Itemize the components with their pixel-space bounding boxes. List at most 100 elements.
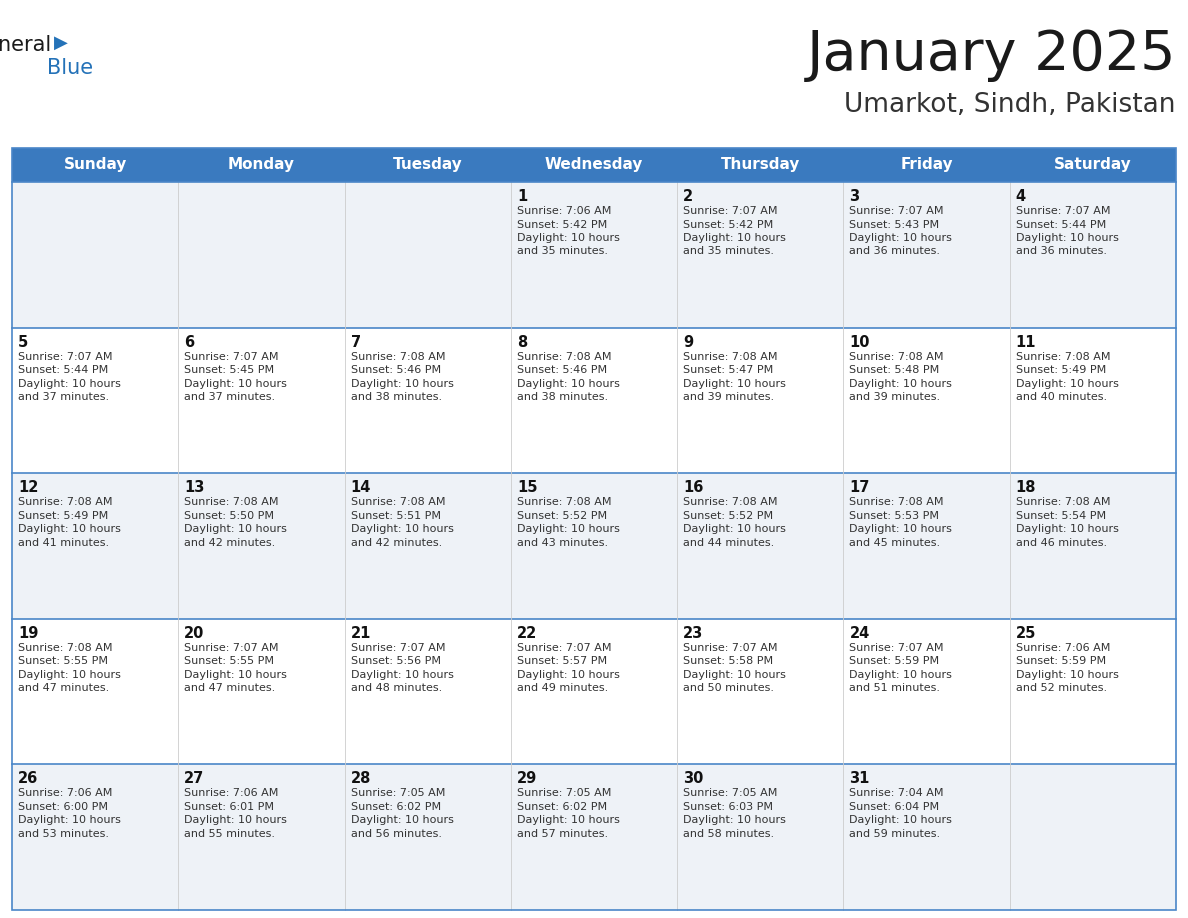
Text: 22: 22	[517, 626, 537, 641]
Text: Sunrise: 7:08 AM: Sunrise: 7:08 AM	[18, 643, 113, 653]
Bar	[12, 473, 1176, 619]
Text: Sunset: 5:53 PM: Sunset: 5:53 PM	[849, 510, 940, 521]
Text: Daylight: 10 hours: Daylight: 10 hours	[683, 815, 786, 825]
Bar	[12, 619, 1176, 765]
Text: and 36 minutes.: and 36 minutes.	[1016, 247, 1107, 256]
Text: Daylight: 10 hours: Daylight: 10 hours	[350, 815, 454, 825]
Text: Sunset: 5:51 PM: Sunset: 5:51 PM	[350, 510, 441, 521]
Text: 19: 19	[18, 626, 38, 641]
Text: Sunrise: 7:08 AM: Sunrise: 7:08 AM	[517, 352, 612, 362]
Text: 1: 1	[517, 189, 527, 204]
Text: Daylight: 10 hours: Daylight: 10 hours	[184, 670, 287, 680]
Text: Sunset: 5:46 PM: Sunset: 5:46 PM	[517, 365, 607, 375]
Text: Sunset: 5:54 PM: Sunset: 5:54 PM	[1016, 510, 1106, 521]
Text: 23: 23	[683, 626, 703, 641]
Text: Sunrise: 7:07 AM: Sunrise: 7:07 AM	[683, 643, 778, 653]
Text: 12: 12	[18, 480, 38, 495]
Text: Sunset: 5:52 PM: Sunset: 5:52 PM	[683, 510, 773, 521]
Text: Sunset: 5:52 PM: Sunset: 5:52 PM	[517, 510, 607, 521]
Text: Daylight: 10 hours: Daylight: 10 hours	[1016, 378, 1119, 388]
Text: 24: 24	[849, 626, 870, 641]
Text: January 2025: January 2025	[807, 28, 1176, 82]
Text: Sunrise: 7:07 AM: Sunrise: 7:07 AM	[683, 206, 778, 216]
Text: Sunrise: 7:05 AM: Sunrise: 7:05 AM	[683, 789, 777, 799]
Text: and 38 minutes.: and 38 minutes.	[350, 392, 442, 402]
Text: 31: 31	[849, 771, 870, 787]
Text: 30: 30	[683, 771, 703, 787]
Text: Sunrise: 7:08 AM: Sunrise: 7:08 AM	[517, 498, 612, 508]
Text: Sunrise: 7:07 AM: Sunrise: 7:07 AM	[184, 352, 279, 362]
Text: Daylight: 10 hours: Daylight: 10 hours	[849, 524, 953, 534]
Text: and 57 minutes.: and 57 minutes.	[517, 829, 608, 839]
Text: and 51 minutes.: and 51 minutes.	[849, 683, 941, 693]
Text: Sunset: 5:58 PM: Sunset: 5:58 PM	[683, 656, 773, 666]
Text: Sunrise: 7:08 AM: Sunrise: 7:08 AM	[1016, 352, 1111, 362]
Text: Sunset: 5:44 PM: Sunset: 5:44 PM	[1016, 219, 1106, 230]
Bar	[12, 765, 1176, 910]
Text: Sunset: 5:59 PM: Sunset: 5:59 PM	[1016, 656, 1106, 666]
Text: 2: 2	[683, 189, 694, 204]
Text: Sunrise: 7:07 AM: Sunrise: 7:07 AM	[184, 643, 279, 653]
Text: and 37 minutes.: and 37 minutes.	[18, 392, 109, 402]
Text: Daylight: 10 hours: Daylight: 10 hours	[18, 670, 121, 680]
Text: 13: 13	[184, 480, 204, 495]
Text: Daylight: 10 hours: Daylight: 10 hours	[18, 524, 121, 534]
Text: 8: 8	[517, 334, 527, 350]
Text: Daylight: 10 hours: Daylight: 10 hours	[517, 670, 620, 680]
Text: Daylight: 10 hours: Daylight: 10 hours	[517, 378, 620, 388]
Text: Sunrise: 7:08 AM: Sunrise: 7:08 AM	[683, 352, 778, 362]
Text: Sunrise: 7:08 AM: Sunrise: 7:08 AM	[350, 498, 446, 508]
Text: Sunrise: 7:06 AM: Sunrise: 7:06 AM	[184, 789, 279, 799]
Text: and 42 minutes.: and 42 minutes.	[350, 538, 442, 548]
Text: Thursday: Thursday	[721, 158, 800, 173]
Text: and 44 minutes.: and 44 minutes.	[683, 538, 775, 548]
Text: General: General	[0, 35, 52, 55]
Text: 9: 9	[683, 334, 694, 350]
Text: 17: 17	[849, 480, 870, 495]
Text: and 39 minutes.: and 39 minutes.	[683, 392, 775, 402]
Text: Sunset: 5:49 PM: Sunset: 5:49 PM	[18, 510, 108, 521]
Text: Daylight: 10 hours: Daylight: 10 hours	[683, 670, 786, 680]
Text: Daylight: 10 hours: Daylight: 10 hours	[18, 378, 121, 388]
Text: and 48 minutes.: and 48 minutes.	[350, 683, 442, 693]
Text: Sunset: 5:55 PM: Sunset: 5:55 PM	[18, 656, 108, 666]
Text: Daylight: 10 hours: Daylight: 10 hours	[184, 524, 287, 534]
Text: and 56 minutes.: and 56 minutes.	[350, 829, 442, 839]
Text: Sunset: 5:44 PM: Sunset: 5:44 PM	[18, 365, 108, 375]
Text: and 35 minutes.: and 35 minutes.	[517, 247, 608, 256]
Text: 18: 18	[1016, 480, 1036, 495]
Text: and 37 minutes.: and 37 minutes.	[184, 392, 276, 402]
Text: Daylight: 10 hours: Daylight: 10 hours	[517, 815, 620, 825]
Text: ▶: ▶	[53, 34, 68, 52]
Text: Blue: Blue	[48, 58, 93, 78]
Text: Sunset: 5:55 PM: Sunset: 5:55 PM	[184, 656, 274, 666]
Text: Sunset: 5:42 PM: Sunset: 5:42 PM	[683, 219, 773, 230]
Text: Sunset: 5:46 PM: Sunset: 5:46 PM	[350, 365, 441, 375]
Text: Sunset: 5:48 PM: Sunset: 5:48 PM	[849, 365, 940, 375]
Text: Daylight: 10 hours: Daylight: 10 hours	[849, 670, 953, 680]
Text: Sunrise: 7:08 AM: Sunrise: 7:08 AM	[849, 352, 944, 362]
Bar	[511, 148, 677, 182]
Text: 14: 14	[350, 480, 371, 495]
Text: 10: 10	[849, 334, 870, 350]
Text: Daylight: 10 hours: Daylight: 10 hours	[350, 378, 454, 388]
Text: and 45 minutes.: and 45 minutes.	[849, 538, 941, 548]
Text: and 59 minutes.: and 59 minutes.	[849, 829, 941, 839]
Text: Daylight: 10 hours: Daylight: 10 hours	[517, 233, 620, 243]
Text: 21: 21	[350, 626, 371, 641]
Bar	[12, 328, 1176, 473]
Text: Sunrise: 7:05 AM: Sunrise: 7:05 AM	[350, 789, 446, 799]
Text: Sunset: 5:56 PM: Sunset: 5:56 PM	[350, 656, 441, 666]
Text: 27: 27	[184, 771, 204, 787]
Text: and 36 minutes.: and 36 minutes.	[849, 247, 941, 256]
Text: Daylight: 10 hours: Daylight: 10 hours	[849, 233, 953, 243]
Text: Umarkot, Sindh, Pakistan: Umarkot, Sindh, Pakistan	[845, 92, 1176, 118]
Bar	[12, 148, 1176, 910]
Text: and 55 minutes.: and 55 minutes.	[184, 829, 276, 839]
Text: 6: 6	[184, 334, 195, 350]
Text: Sunrise: 7:07 AM: Sunrise: 7:07 AM	[517, 643, 612, 653]
Text: 28: 28	[350, 771, 371, 787]
Text: 11: 11	[1016, 334, 1036, 350]
Bar	[1010, 148, 1176, 182]
Text: 4: 4	[1016, 189, 1026, 204]
